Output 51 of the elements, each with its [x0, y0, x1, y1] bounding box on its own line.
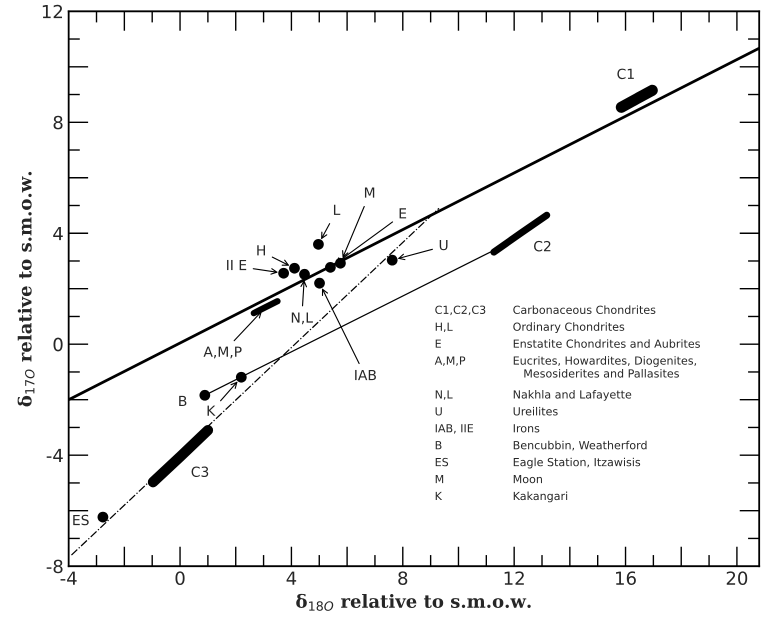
- y-tick-label: 4: [53, 226, 63, 240]
- y-tick-label: 12: [42, 4, 62, 18]
- annotation: K: [208, 406, 216, 416]
- annotation: K: [436, 492, 442, 500]
- annotation: ES: [436, 458, 448, 466]
- annotation: Eagle Station, Itzawisis: [514, 458, 640, 468]
- annotation: E: [400, 208, 406, 218]
- x-axis-title: δ$_{18O}$ relative to s.m.o.w.: [296, 594, 531, 611]
- annotation: M: [436, 474, 444, 484]
- x-tick-label: 20: [726, 571, 748, 586]
- annotation: M: [364, 187, 374, 198]
- annotation: IAB: [355, 370, 376, 380]
- x-tick-label: 0: [175, 571, 185, 586]
- annotation: Nakhla and Lafayette: [514, 390, 632, 401]
- annotation: H,L: [436, 322, 453, 332]
- annotation: Kakangari: [514, 492, 568, 502]
- annotation: H: [257, 245, 266, 256]
- annotation: U: [436, 407, 442, 416]
- annotation: A,M,P: [434, 356, 466, 366]
- annotation: E: [436, 340, 441, 348]
- annotation: C1: [617, 68, 634, 80]
- x-tick-label: 4: [286, 572, 296, 585]
- annotation: L: [334, 204, 340, 215]
- y-tick-label: 8: [54, 116, 63, 130]
- annotation: N,L: [292, 312, 313, 324]
- x-tick-label: 8: [398, 571, 408, 586]
- annotation: Irons: [514, 424, 540, 432]
- annotation: B: [179, 396, 186, 406]
- annotation: N,L: [436, 390, 453, 400]
- annotation: B: [436, 441, 442, 450]
- annotation: C1,C2,C3: [435, 306, 486, 316]
- annotation: Eucrites, Howardites, Diogenites, Mesosiderites and Pallasites: [514, 356, 696, 378]
- annotation: Carbonaceous Chondrites: [513, 305, 656, 314]
- annotation: Bencubbin, Weatherford: [514, 440, 647, 451]
- y-axis-title: δ$_{17O}$ relative to s.m.o.w.: [18, 172, 35, 406]
- annotation: C2: [534, 240, 550, 252]
- y-tick-label: -8: [46, 560, 63, 574]
- annotation: ES: [73, 514, 89, 526]
- annotation: Enstatite Chondrites and Aubrites: [514, 339, 700, 348]
- annotation: Moon: [514, 474, 542, 484]
- x-tick-label: 12: [504, 571, 524, 585]
- y-tick-label: 0: [54, 338, 63, 352]
- annotation: U: [440, 240, 448, 250]
- annotation: II E: [227, 260, 246, 270]
- y-tick-label: -4: [46, 448, 63, 462]
- annotation: Ureilites: [514, 406, 558, 416]
- annotation: A,M,P: [204, 346, 242, 358]
- x-tick-label: 16: [616, 571, 636, 586]
- annotation: C3: [192, 466, 208, 478]
- annotation: Ordinary Chondrites: [513, 322, 624, 334]
- annotation: IAB, IIE: [436, 424, 474, 434]
